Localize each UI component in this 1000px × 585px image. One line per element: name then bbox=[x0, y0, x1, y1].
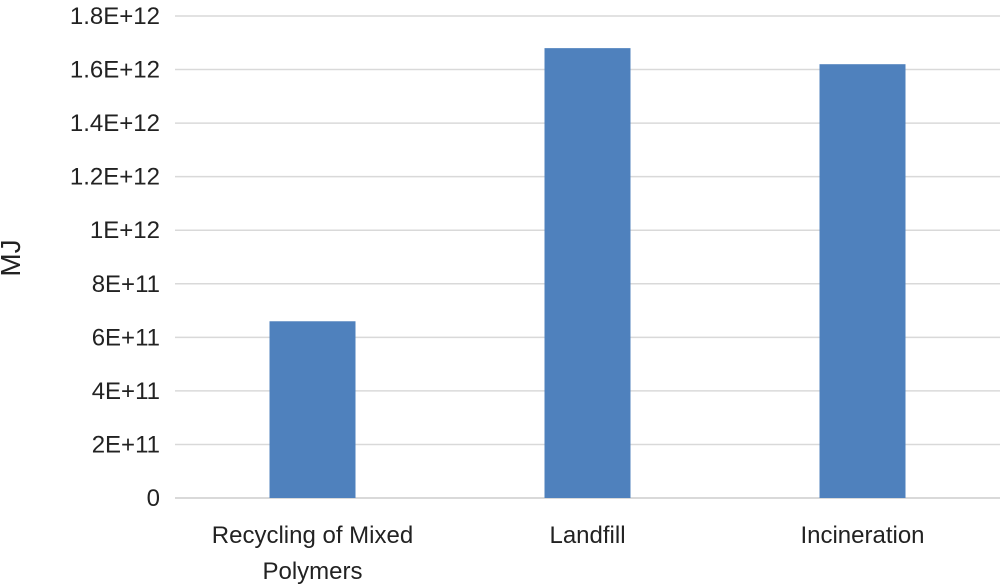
y-tick-label: 2E+11 bbox=[92, 431, 160, 458]
x-category-label: Recycling of Mixed Polymers bbox=[212, 522, 413, 585]
x-category-labels: Recycling of Mixed Polymers Landfill Incine… bbox=[212, 522, 925, 585]
bar bbox=[544, 48, 631, 499]
y-tick-label: 8E+11 bbox=[92, 271, 160, 298]
y-tick-label: 1.8E+12 bbox=[70, 3, 160, 30]
y-tick-label: 1.4E+12 bbox=[70, 110, 160, 137]
y-tick-label: 1.2E+12 bbox=[70, 164, 160, 191]
y-tick-label: 4E+11 bbox=[92, 378, 160, 405]
bar bbox=[819, 64, 906, 498]
y-tick-label: 0 bbox=[147, 485, 160, 512]
y-axis-title: MJ bbox=[0, 239, 26, 276]
x-category-label: Landfill bbox=[549, 522, 625, 549]
bar bbox=[269, 321, 356, 498]
x-category-label: Incineration bbox=[800, 522, 924, 549]
y-tick-label: 1E+12 bbox=[90, 217, 160, 244]
y-tick-labels: 0 2E+11 4E+11 6E+11 8E+11 1E+12 1.2E+12 1.4E+12… bbox=[70, 3, 160, 512]
bars bbox=[269, 48, 906, 499]
y-tick-label: 1.6E+12 bbox=[70, 57, 160, 84]
y-tick-label: 6E+11 bbox=[92, 324, 160, 351]
